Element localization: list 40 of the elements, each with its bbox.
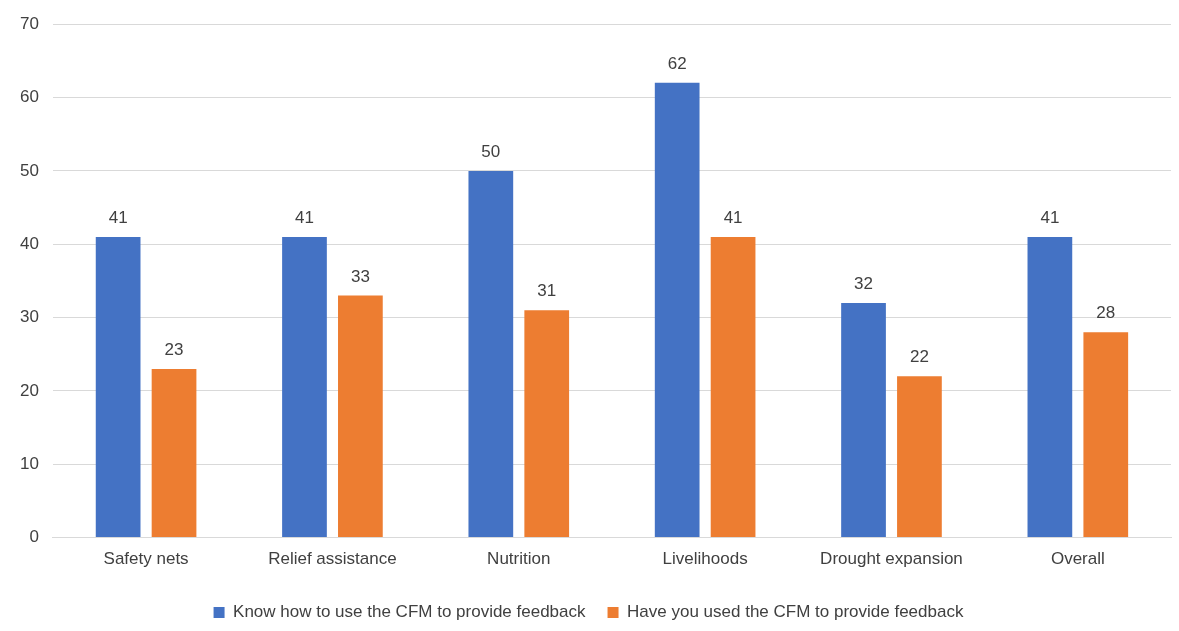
- x-tick-label: Nutrition: [487, 549, 551, 569]
- data-label: 22: [909, 347, 929, 367]
- bar: [1083, 332, 1129, 538]
- y-tick-label: 60: [19, 87, 39, 107]
- bar: [95, 236, 141, 538]
- bar: [282, 236, 327, 538]
- data-label: 50: [481, 142, 501, 162]
- data-label: 41: [295, 208, 314, 228]
- data-label: 41: [723, 208, 743, 228]
- bar: [654, 82, 700, 538]
- y-tick-label: 40: [19, 233, 39, 253]
- x-tick-label: Overall: [1050, 549, 1105, 569]
- x-tick-label: Safety nets: [103, 549, 189, 569]
- legend-label: Have you used the CFM to provide feedback: [627, 602, 964, 622]
- data-label: 32: [854, 274, 873, 294]
- bar: [468, 170, 514, 538]
- data-label: 41: [1040, 208, 1060, 228]
- data-label: 62: [667, 54, 687, 74]
- bar: [710, 236, 756, 538]
- bar: [338, 295, 383, 538]
- x-tick-label: Livelihoods: [662, 549, 748, 569]
- y-tick-label: 30: [19, 307, 39, 327]
- bar: [1027, 236, 1073, 538]
- y-tick-label: 50: [19, 160, 39, 180]
- x-tick-label: Relief assistance: [268, 549, 397, 569]
- data-label: 33: [350, 266, 370, 286]
- x-tick-label: Drought expansion: [820, 549, 963, 569]
- data-label: 41: [108, 208, 128, 228]
- y-tick-label: 10: [19, 453, 39, 473]
- bar: [897, 376, 942, 538]
- bar: [524, 310, 570, 538]
- y-tick-label: 70: [19, 13, 39, 33]
- y-tick-label: 0: [29, 527, 39, 547]
- data-label: 23: [164, 340, 184, 360]
- data-label: 28: [1096, 303, 1116, 323]
- legend-label: Know how to use the CFM to provide feedback: [233, 602, 587, 622]
- bar: [841, 302, 886, 538]
- bar: [151, 368, 197, 538]
- y-tick-label: 20: [19, 380, 39, 400]
- data-label: 31: [537, 281, 557, 301]
